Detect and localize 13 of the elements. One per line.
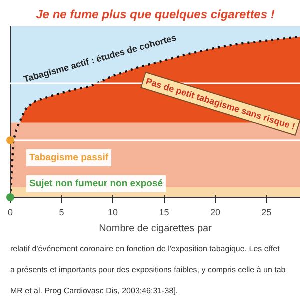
chart-title: Je ne fume plus que quelques cigarettes ! xyxy=(36,8,275,22)
text: MR et al. Prog Cardiovasc Dis, 2003;46:31-38]. xyxy=(10,286,178,296)
x-axis-title: Nombre de cigarettes par xyxy=(99,224,213,234)
text: a présents et importants pour des expositions faibles, y compris celle à un tab xyxy=(10,266,286,274)
x-tick-label: 20 xyxy=(210,208,220,218)
x-tick-label: 15 xyxy=(159,208,170,218)
x-tick-label: 0 xyxy=(8,208,14,218)
x-tick-label: 25 xyxy=(262,208,272,218)
annotation: Sujet non fumeur non exposé xyxy=(30,178,164,190)
text: relatif d'événement coronaire en fonction de l'exposition tabagique. Les effet xyxy=(10,244,281,254)
annotation: Tabagisme passif xyxy=(30,152,110,164)
x-tick-label: 10 xyxy=(108,208,118,218)
x-tick-label: 5 xyxy=(59,208,64,218)
